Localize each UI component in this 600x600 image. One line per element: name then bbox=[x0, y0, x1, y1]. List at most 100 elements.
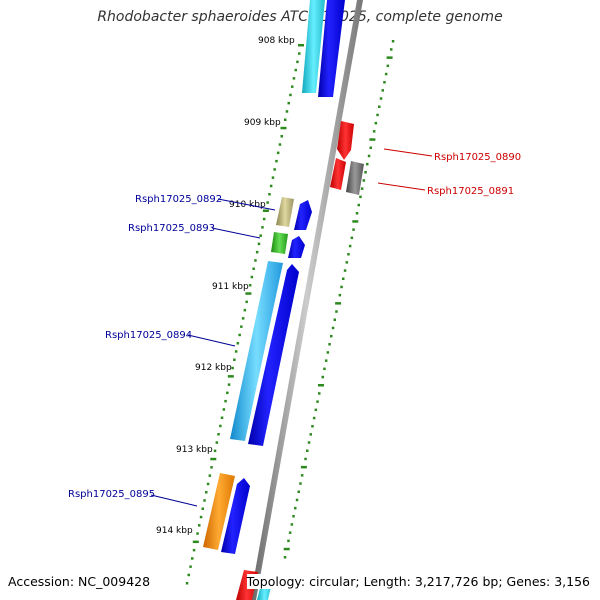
gene-0894-feature[interactable] bbox=[230, 261, 283, 441]
minor-tick-mark bbox=[340, 285, 343, 289]
minor-tick-mark bbox=[262, 217, 266, 221]
scale-label-914: 914 kbp bbox=[156, 526, 193, 536]
minor-tick-mark bbox=[215, 441, 219, 444]
major-tick-mark bbox=[369, 138, 376, 141]
minor-tick-mark bbox=[192, 548, 196, 552]
minor-tick-mark bbox=[240, 325, 243, 328]
gene-features bbox=[203, 0, 364, 600]
minor-tick-mark bbox=[227, 383, 231, 386]
gene-0890-feature[interactable] bbox=[337, 121, 354, 160]
minor-tick-mark bbox=[381, 89, 384, 92]
minor-tick-mark bbox=[360, 187, 364, 190]
minor-tick-mark bbox=[219, 424, 222, 428]
minor-tick-mark bbox=[210, 466, 213, 469]
major-tick-mark bbox=[318, 384, 324, 387]
scale-label-911: 911 kbp bbox=[212, 282, 249, 292]
gene-label-0890[interactable]: Rsph17025_0890 bbox=[434, 152, 521, 163]
forward-cds-top[interactable] bbox=[318, 0, 345, 97]
minor-tick-mark bbox=[259, 234, 262, 237]
gene-label-0893[interactable]: Rsph17025_0893 bbox=[128, 223, 215, 234]
minor-tick-mark bbox=[309, 433, 312, 436]
gene-label-0895[interactable]: Rsph17025_0895 bbox=[68, 489, 155, 500]
minor-tick-mark bbox=[335, 310, 338, 313]
minor-tick-mark bbox=[290, 523, 294, 526]
minor-tick-mark bbox=[374, 121, 378, 125]
minor-tick-mark bbox=[283, 556, 287, 559]
gene-label-0894[interactable]: Rsph17025_0894 bbox=[105, 330, 192, 341]
gene-label-line-0891 bbox=[377, 182, 426, 191]
genome-backbone bbox=[250, 0, 363, 600]
minor-tick-mark bbox=[226, 391, 229, 395]
major-tick-mark bbox=[352, 220, 359, 223]
gene-label-line-0894 bbox=[187, 334, 236, 347]
gene-0893-feature[interactable] bbox=[271, 232, 288, 254]
minor-tick-mark bbox=[288, 531, 292, 534]
minor-tick-mark bbox=[199, 515, 203, 519]
major-tick-mark bbox=[210, 457, 217, 461]
minor-tick-mark bbox=[254, 259, 257, 262]
minor-tick-mark bbox=[362, 179, 366, 182]
minor-tick-mark bbox=[206, 482, 210, 486]
forward-cds-0893[interactable] bbox=[288, 236, 305, 258]
gene-label-0891[interactable]: Rsph17025_0891 bbox=[427, 186, 514, 197]
accession-label: Accession: NC_009428 bbox=[8, 574, 151, 589]
minor-tick-mark bbox=[294, 68, 297, 72]
minor-tick-mark bbox=[233, 358, 236, 361]
minor-tick-mark bbox=[196, 532, 199, 535]
gene-0895-feature[interactable] bbox=[203, 473, 235, 550]
minor-tick-mark bbox=[321, 375, 324, 379]
minor-tick-mark bbox=[191, 557, 194, 560]
minor-tick-mark bbox=[376, 113, 379, 117]
minor-tick-mark bbox=[287, 101, 290, 105]
minor-tick-mark bbox=[391, 40, 395, 43]
minor-tick-mark bbox=[333, 318, 336, 321]
minor-tick-mark bbox=[386, 64, 390, 68]
minor-tick-mark bbox=[330, 334, 333, 338]
minor-tick-mark bbox=[291, 85, 294, 88]
minor-tick-mark bbox=[245, 300, 248, 304]
major-tick-mark bbox=[335, 302, 342, 305]
forward-cds-0892[interactable] bbox=[294, 200, 312, 230]
gene-0891-feature-red[interactable] bbox=[330, 158, 346, 190]
minor-tick-mark bbox=[231, 366, 234, 370]
gene-0892-feature[interactable] bbox=[276, 197, 294, 227]
minor-tick-mark bbox=[311, 425, 314, 428]
minor-tick-mark bbox=[295, 498, 299, 502]
minor-tick-mark bbox=[314, 408, 318, 412]
minor-tick-mark bbox=[350, 236, 354, 240]
minor-tick-mark bbox=[369, 146, 372, 149]
gene-label-0892[interactable]: Rsph17025_0892 bbox=[135, 194, 222, 205]
forward-cds-0894[interactable] bbox=[248, 264, 299, 446]
cyan-feature-top[interactable] bbox=[302, 0, 325, 93]
gene-label-line-0895 bbox=[150, 494, 198, 507]
minor-tick-mark bbox=[284, 118, 287, 121]
minor-tick-mark bbox=[338, 293, 342, 297]
minor-tick-mark bbox=[198, 524, 201, 527]
minor-tick-mark bbox=[355, 212, 359, 215]
major-tick-mark bbox=[386, 56, 393, 59]
minor-tick-mark bbox=[269, 184, 273, 188]
minor-tick-mark bbox=[367, 154, 371, 158]
minor-tick-mark bbox=[217, 433, 220, 436]
major-tick-mark bbox=[298, 44, 304, 47]
gene-label-line-0893 bbox=[211, 227, 261, 239]
minor-tick-mark bbox=[318, 392, 321, 395]
map-title: Rhodobacter sphaeroides ATCC 17025, comp… bbox=[97, 9, 503, 25]
minor-tick-mark bbox=[271, 176, 275, 179]
topology-label: Topology: circular; Length: 3,217,726 bp… bbox=[246, 574, 590, 589]
minor-tick-mark bbox=[289, 93, 292, 97]
major-tick-mark bbox=[262, 209, 269, 212]
forward-cds-0895[interactable] bbox=[221, 478, 250, 554]
minor-tick-mark bbox=[372, 130, 376, 133]
minor-tick-mark bbox=[307, 441, 311, 444]
minor-tick-mark bbox=[323, 367, 326, 371]
minor-tick-mark bbox=[203, 499, 206, 502]
minor-tick-mark bbox=[220, 416, 224, 419]
minor-tick-mark bbox=[238, 333, 241, 337]
minor-tick-mark bbox=[273, 168, 276, 171]
minor-tick-mark bbox=[255, 250, 259, 254]
major-tick-mark bbox=[300, 465, 307, 469]
minor-tick-mark bbox=[299, 482, 302, 485]
gene-0891-feature-grey[interactable] bbox=[346, 161, 364, 195]
